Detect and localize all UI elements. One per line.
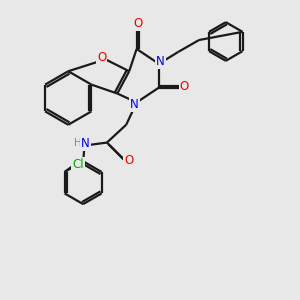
Text: O: O	[180, 80, 189, 93]
Text: Cl: Cl	[72, 158, 84, 171]
Text: H: H	[74, 138, 82, 148]
Text: N: N	[81, 137, 90, 150]
Text: O: O	[97, 51, 106, 64]
Text: O: O	[134, 16, 143, 30]
Text: N: N	[130, 98, 139, 111]
Text: O: O	[124, 154, 133, 167]
Text: N: N	[156, 55, 165, 68]
